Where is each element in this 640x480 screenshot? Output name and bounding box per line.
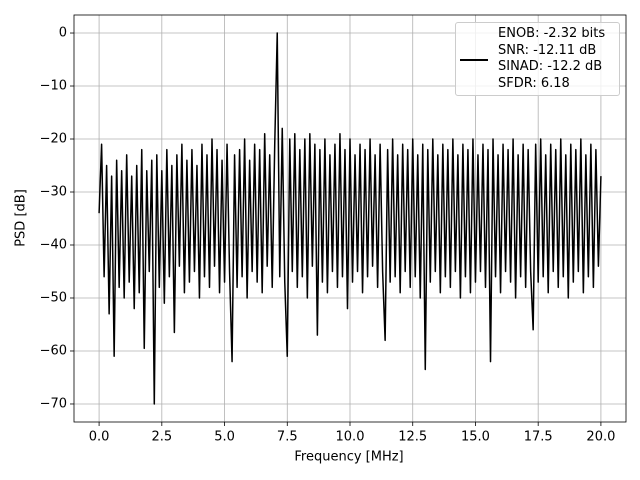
x-tick-label: 17.5 <box>524 430 553 445</box>
y-tick-label: −30 <box>40 185 67 200</box>
y-tick-label: −40 <box>40 237 67 252</box>
data-line <box>98 32 602 405</box>
y-axis-label: PSD [dB] <box>14 189 29 247</box>
plot-frame <box>73 14 627 423</box>
y-tick-label: −70 <box>40 396 67 411</box>
legend-swatch <box>460 59 488 61</box>
legend: ENOB: -2.32 bits SNR: -12.11 dB SINAD: -… <box>455 22 620 96</box>
x-tick-label: 7.5 <box>277 430 298 445</box>
x-tick-label: 10.0 <box>336 430 365 445</box>
y-tick-label: −50 <box>40 290 67 305</box>
x-tick-label: 5.0 <box>214 430 235 445</box>
x-tick-label: 15.0 <box>461 430 490 445</box>
y-tick-label: −10 <box>40 79 67 94</box>
x-axis-label: Frequency [MHz] <box>294 450 403 465</box>
x-tick-label: 20.0 <box>586 430 615 445</box>
x-tick-label: 2.5 <box>151 430 172 445</box>
y-tick-label: −20 <box>40 132 67 147</box>
y-tick-label: −60 <box>40 343 67 358</box>
x-tick-label: 12.5 <box>398 430 427 445</box>
x-tick-label: 0.0 <box>89 430 110 445</box>
y-tick-label: 0 <box>59 26 67 41</box>
legend-label: ENOB: -2.32 bits SNR: -12.11 dB SINAD: -… <box>498 26 606 91</box>
